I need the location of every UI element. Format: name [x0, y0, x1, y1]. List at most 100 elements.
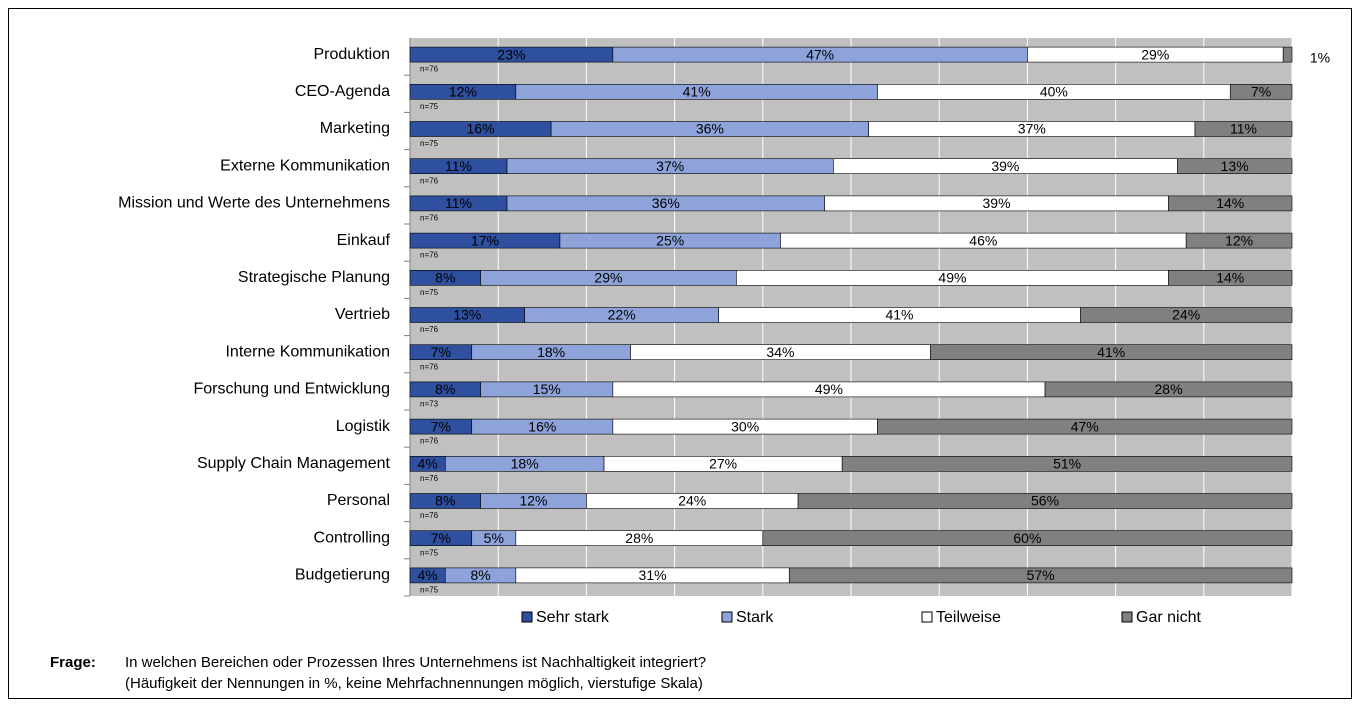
value-label: 47%: [806, 46, 834, 62]
value-label: 39%: [991, 158, 1019, 174]
value-label: 18%: [537, 344, 565, 360]
bar-segment: [930, 344, 1293, 361]
y-tick-label: Interne Kommunikation: [225, 343, 390, 360]
value-label: 12%: [1225, 232, 1253, 248]
y-tick-label: Forschung und Entwicklung: [193, 381, 390, 398]
value-label: 16%: [467, 121, 495, 137]
legend-swatch: [521, 611, 533, 623]
value-label: 41%: [683, 84, 711, 100]
n-label: n=75: [420, 586, 439, 595]
value-label: 47%: [1071, 418, 1099, 434]
y-tick-label: Produktion: [314, 46, 391, 63]
value-label: 12%: [449, 84, 477, 100]
value-label: 28%: [625, 530, 653, 546]
value-label: 36%: [696, 121, 724, 137]
y-tick-label: Controlling: [314, 529, 390, 546]
y-tick-label: Logistik: [336, 418, 391, 435]
y-tick-label: Strategische Planung: [238, 269, 390, 286]
value-label: 57%: [1027, 567, 1055, 583]
legend-swatch: [721, 611, 733, 623]
value-label: 7%: [431, 530, 451, 546]
value-label: 11%: [445, 195, 472, 211]
value-label: 7%: [1251, 84, 1271, 100]
value-label: 24%: [678, 493, 706, 509]
value-label: 49%: [815, 381, 843, 397]
value-label: 56%: [1031, 493, 1059, 509]
bar-segment: [1229, 84, 1293, 100]
value-label: 18%: [511, 456, 539, 472]
y-tick-label: Einkauf: [337, 232, 391, 249]
n-label: n=75: [420, 288, 439, 297]
value-label: 14%: [1216, 195, 1244, 211]
bar-segment: [1168, 195, 1293, 212]
value-label: 12%: [519, 493, 547, 509]
bar-segment: [1044, 381, 1293, 398]
y-tick-label: Marketing: [320, 120, 390, 137]
y-tick-label: Vertrieb: [335, 306, 390, 323]
value-label: 46%: [969, 232, 997, 248]
value-label: 17%: [471, 232, 499, 248]
value-label: 22%: [608, 307, 636, 323]
n-label: n=76: [420, 437, 439, 446]
y-tick-label: Supply Chain Management: [197, 455, 391, 472]
bar-segment: [1194, 121, 1293, 137]
value-label: 28%: [1155, 381, 1183, 397]
value-label: 5%: [484, 530, 504, 546]
value-label: 49%: [938, 270, 966, 286]
value-label: 8%: [435, 270, 455, 286]
n-label: n=73: [420, 400, 439, 409]
bar-segment: [1177, 158, 1293, 174]
n-label: n=75: [420, 139, 439, 148]
value-label: 41%: [1097, 344, 1125, 360]
value-label: 30%: [731, 418, 759, 434]
value-label: 8%: [435, 381, 455, 397]
legend-swatch: [1121, 611, 1133, 623]
n-label: n=76: [420, 511, 439, 520]
value-label: 25%: [656, 232, 684, 248]
footer-note: (Häufigkeit der Nennungen in %, keine Me…: [125, 675, 703, 692]
value-label: 31%: [639, 567, 667, 583]
legend-label: Teilweise: [936, 609, 1001, 626]
bar-segment: [788, 567, 1293, 584]
footer-label: Frage:: [50, 654, 96, 671]
bar-segment: [1168, 269, 1293, 286]
n-label: n=76: [420, 251, 439, 260]
legend-swatch: [921, 611, 933, 623]
value-label: 8%: [470, 567, 490, 583]
bar-segment: [1185, 232, 1293, 249]
value-label: 11%: [445, 158, 472, 174]
n-label: n=76: [420, 176, 439, 185]
y-tick-label: Mission und Werte des Unternehmens: [118, 195, 390, 212]
bar-segment: [762, 530, 1293, 547]
y-tick-label: Personal: [327, 492, 390, 509]
value-label: 14%: [1216, 270, 1244, 286]
value-label: 1%: [1310, 49, 1330, 65]
value-label: 13%: [453, 307, 481, 323]
value-label: 60%: [1013, 530, 1041, 546]
value-label: 11%: [1230, 121, 1257, 137]
n-label: n=75: [420, 102, 439, 111]
value-label: 37%: [1018, 121, 1046, 137]
bar-segment: [841, 455, 1293, 472]
value-label: 39%: [983, 195, 1011, 211]
value-label: 36%: [652, 195, 680, 211]
value-label: 41%: [885, 307, 913, 323]
value-label: 8%: [435, 493, 455, 509]
n-label: n=76: [420, 65, 439, 74]
legend-label: Stark: [736, 609, 774, 626]
value-label: 29%: [1141, 46, 1169, 62]
y-tick-label: Budgetierung: [295, 567, 390, 584]
value-label: 29%: [594, 270, 622, 286]
n-label: n=76: [420, 474, 439, 483]
bar-segment: [1282, 46, 1293, 63]
legend-label: Gar nicht: [1136, 609, 1201, 626]
n-label: n=75: [420, 548, 439, 557]
bar-segment: [877, 418, 1293, 435]
value-label: 34%: [766, 344, 794, 360]
value-label: 4%: [418, 456, 438, 472]
footer-question: In welchen Bereichen oder Prozessen Ihre…: [125, 654, 706, 671]
n-label: n=76: [420, 362, 439, 371]
value-label: 13%: [1221, 158, 1249, 174]
bar-segment: [797, 493, 1293, 509]
